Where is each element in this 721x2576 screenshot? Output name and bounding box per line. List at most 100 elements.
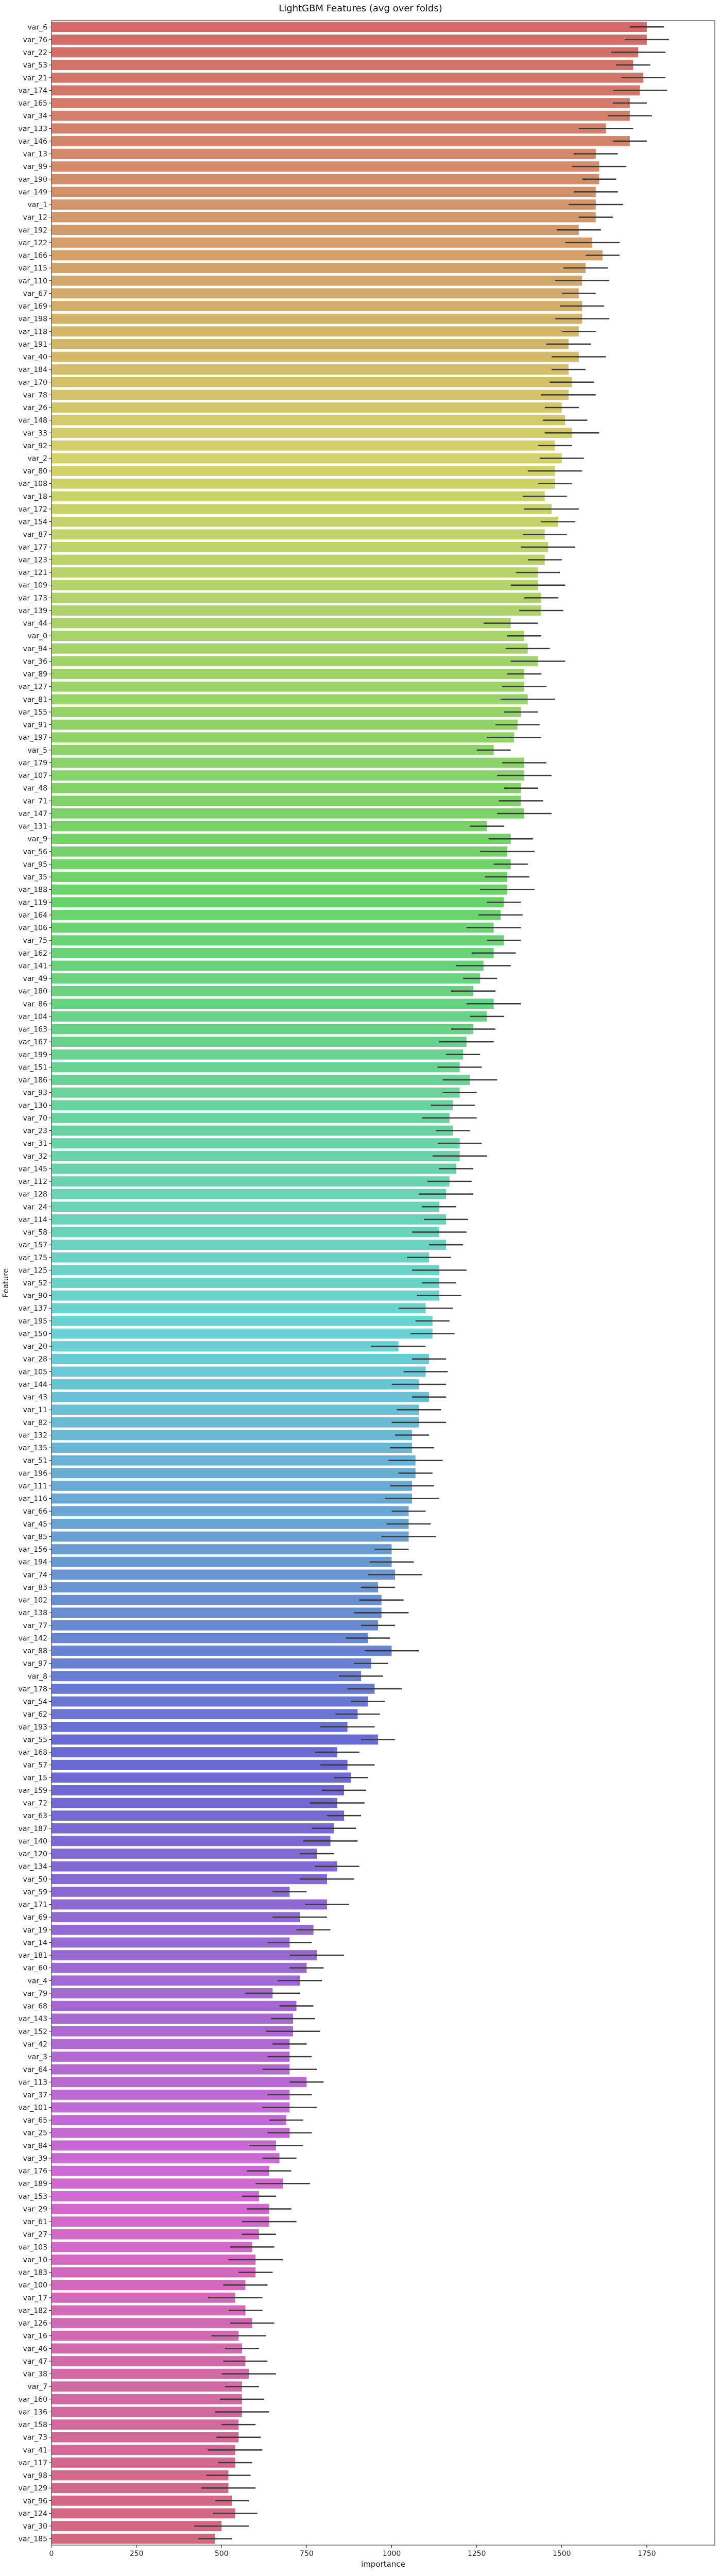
y-tick-label: var_123: [19, 556, 47, 564]
y-tick-label: var_94: [23, 645, 48, 653]
y-tick-label: var_128: [19, 1191, 47, 1199]
bar-var_170: [52, 377, 572, 387]
y-tick-label: var_81: [23, 696, 47, 704]
y-tick-label: var_190: [19, 176, 47, 184]
y-tick-label: var_176: [19, 2167, 47, 2176]
bar-var_152: [52, 2026, 293, 2037]
bar-var_26: [52, 402, 562, 413]
bar-var_43: [52, 1392, 430, 1402]
bar-var_19: [52, 1924, 314, 1935]
bar-var_186: [52, 1075, 470, 1085]
y-tick-label: var_74: [23, 1571, 48, 1579]
y-tick-label: var_131: [19, 823, 47, 831]
y-tick-label: var_119: [19, 899, 47, 907]
y-tick-label: var_113: [19, 2078, 47, 2087]
y-tick-label: var_137: [19, 1304, 47, 1313]
bar-var_39: [52, 2153, 280, 2163]
bar-var_176: [52, 2165, 269, 2176]
y-tick-label: var_157: [19, 1241, 47, 1249]
y-tick-label: var_170: [19, 379, 47, 387]
bar-var_173: [52, 592, 542, 603]
bars-layer: [52, 22, 647, 2544]
y-tick-label: var_67: [23, 290, 47, 298]
bar-var_136: [52, 2406, 242, 2417]
bar-var_78: [52, 389, 569, 400]
bar-var_158: [52, 2419, 239, 2430]
y-tick-label: var_6: [27, 23, 47, 31]
bar-var_156: [52, 1544, 392, 1554]
bar-var_102: [52, 1595, 382, 1605]
y-tick-label: var_33: [23, 429, 47, 437]
bar-var_98: [52, 2470, 229, 2481]
y-tick-label: var_180: [19, 988, 47, 996]
y-tick-label: var_43: [23, 1394, 47, 1402]
y-tick-label: var_158: [19, 2421, 47, 2429]
y-tick-label: var_156: [19, 1546, 47, 1554]
y-tick-label: var_104: [19, 1013, 47, 1021]
y-tick-label: var_64: [23, 2066, 48, 2074]
bar-var_133: [52, 123, 606, 134]
y-tick-label: var_103: [19, 2243, 47, 2251]
y-tick-label: var_198: [19, 315, 47, 324]
bar-var_160: [52, 2394, 242, 2404]
bar-var_79: [52, 1988, 273, 1998]
y-tick-label: var_127: [19, 683, 47, 691]
y-tick-label: var_101: [19, 2104, 47, 2112]
bar-var_29: [52, 2204, 269, 2214]
y-tick-label: var_60: [23, 1964, 47, 1973]
bar-var_94: [52, 643, 528, 654]
bar-var_134: [52, 1861, 337, 1872]
y-tick-label: var_54: [23, 1698, 48, 1706]
bar-var_47: [52, 2356, 246, 2366]
bar-var_86: [52, 998, 494, 1009]
y-tick-label: var_19: [23, 1926, 47, 1935]
bar-var_168: [52, 1747, 337, 1757]
bar-var_92: [52, 440, 555, 451]
bar-var_197: [52, 732, 514, 743]
bar-var_150: [52, 1328, 433, 1339]
bar-var_163: [52, 1024, 474, 1035]
bar-var_33: [52, 428, 572, 438]
y-tick-label: var_118: [19, 328, 47, 336]
bar-var_107: [52, 770, 525, 781]
bar-var_8: [52, 1671, 362, 1682]
y-tick-label: var_116: [19, 1495, 47, 1503]
bar-var_174: [52, 85, 640, 96]
y-tick-label: var_15: [23, 1774, 47, 1782]
bar-var_9: [52, 834, 511, 844]
bar-var_40: [52, 351, 579, 362]
y-tick-label: var_163: [19, 1026, 47, 1034]
bar-var_7: [52, 2381, 242, 2392]
bar-var_124: [52, 2508, 235, 2519]
y-tick-label: var_47: [23, 2358, 47, 2366]
y-tick-label: var_11: [23, 1406, 47, 1414]
y-tick-label: var_189: [19, 2180, 47, 2188]
bar-var_24: [52, 1201, 439, 1212]
y-tick-label: var_63: [23, 1812, 47, 1820]
bar-var_147: [52, 808, 525, 819]
y-tick-label: var_68: [23, 2003, 47, 2011]
bar-var_184: [52, 364, 569, 375]
bar-var_153: [52, 2191, 259, 2201]
y-tick-label: var_41: [23, 2446, 47, 2454]
bar-var_155: [52, 707, 521, 717]
y-tick-label: var_13: [23, 150, 47, 159]
bar-var_181: [52, 1950, 317, 1960]
y-tick-label: var_69: [23, 1913, 47, 1922]
bar-var_192: [52, 225, 579, 235]
bar-var_44: [52, 618, 511, 629]
bar-var_127: [52, 681, 525, 692]
bar-var_38: [52, 2368, 249, 2379]
bar-var_63: [52, 1810, 345, 1821]
y-tick-label: var_199: [19, 1051, 47, 1059]
bar-var_58: [52, 1227, 439, 1238]
y-tick-label: var_192: [19, 226, 47, 234]
y-tick-label: var_88: [23, 1647, 47, 1655]
bar-var_41: [52, 2445, 235, 2455]
y-tick-label: var_16: [23, 2332, 48, 2341]
bar-var_118: [52, 326, 579, 337]
bar-var_77: [52, 1620, 379, 1631]
bar-var_35: [52, 872, 508, 882]
y-tick-label: var_39: [23, 2155, 47, 2163]
y-tick-label: var_159: [19, 1787, 47, 1795]
